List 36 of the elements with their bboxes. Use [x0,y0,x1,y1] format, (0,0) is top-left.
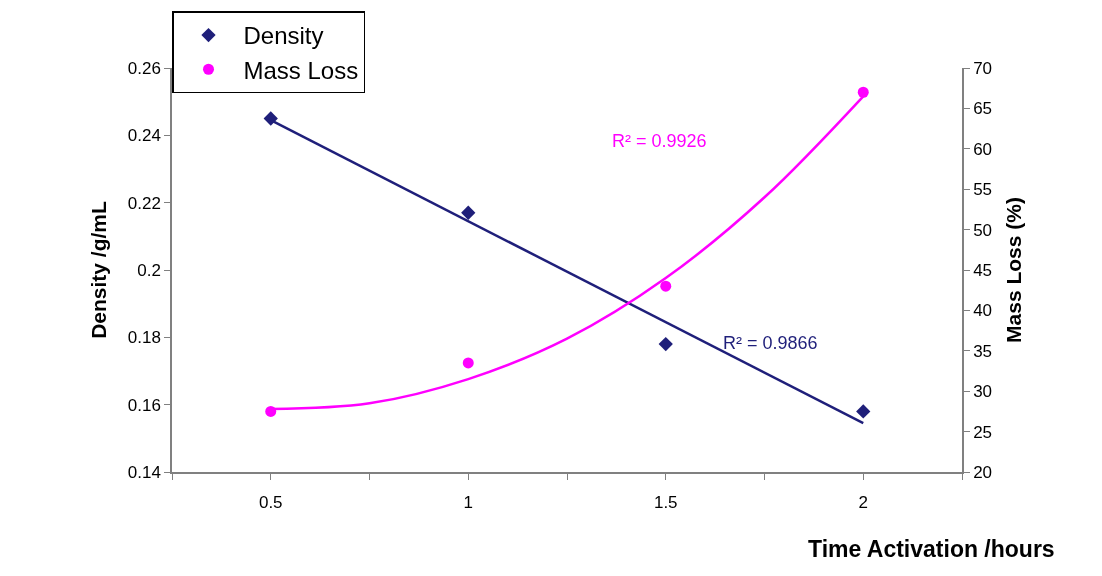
y2-tick-label: 45 [973,260,993,280]
y-tick-label: 0.26 [127,58,161,78]
x-tick-label: 1.5 [653,493,678,513]
y2-tick-label: 50 [973,220,993,240]
y2-axis-title: Mass Loss (%) [1001,197,1025,343]
y2-tick-label: 40 [973,301,993,321]
legend-label: Density [243,22,324,50]
annotation: R² = 0.9866 [723,333,818,353]
x-tick-label: 1 [463,493,473,513]
y2-tick-label: 20 [973,462,993,482]
legend-label: Mass Loss [243,56,359,84]
point [658,336,673,352]
point [660,280,672,292]
y2-tick-label: 35 [973,341,993,361]
point [461,205,476,220]
x-tick-label: 0.5 [258,493,283,513]
point [462,357,474,369]
y-tick-label: 0.18 [127,328,161,348]
y-axis-title: Density /g/mL [87,200,111,339]
y-tick-label: 0.24 [127,126,161,146]
annotation: R² = 0.9926 [612,131,707,151]
y2-tick-label: 30 [973,382,993,402]
y2-tick-label: 25 [973,422,993,442]
point [856,404,871,419]
y2-tick-label: 60 [973,139,993,159]
x-tick-label: 2 [858,493,868,513]
y-tick-label: 0.22 [127,193,161,213]
point [265,405,277,417]
y2-tick-label: 65 [973,99,993,119]
y2-tick-label: 55 [973,180,993,200]
y2-tick-label: 70 [973,58,993,78]
y-tick-label: 0.16 [127,395,161,415]
y-tick-label: 0.2 [137,260,161,280]
y-tick-label: 0.14 [127,462,161,482]
x-axis-title: Time Activation /hours [808,536,1055,562]
point [857,86,869,98]
